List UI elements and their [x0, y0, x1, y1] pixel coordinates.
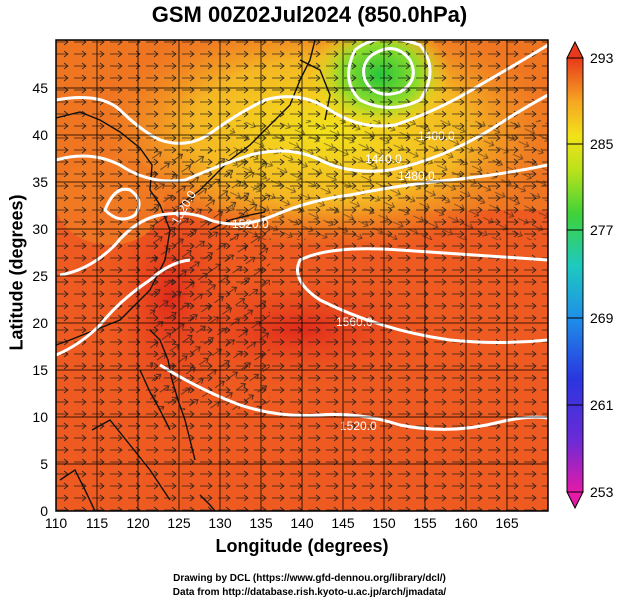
- y-axis: 0 5 10 15 20 25 30 35 40 45: [32, 80, 48, 519]
- y-tick-label: 35: [32, 174, 48, 190]
- contour-label: 1440.0: [365, 152, 402, 166]
- map-title: GSM 00Z02Jul2024 (850.0hPa): [151, 2, 468, 27]
- y-tick-label: 0: [40, 503, 48, 519]
- y-tick-label: 40: [32, 127, 48, 143]
- x-axis-title: Longitude (degrees): [215, 536, 389, 556]
- grid-lines: [56, 40, 548, 511]
- x-tick-label: 115: [86, 515, 109, 531]
- x-tick-label: 130: [208, 515, 232, 531]
- x-tick-label: 160: [454, 515, 478, 531]
- x-tick-label: 110: [45, 515, 68, 531]
- x-tick-label: 145: [331, 515, 355, 531]
- plot-frame: [55, 39, 549, 512]
- y-tick-label: 10: [32, 409, 48, 425]
- contour-label: 1520.0: [232, 217, 269, 231]
- y-tick-label: 45: [32, 80, 48, 96]
- y-tick-label: 25: [32, 268, 48, 284]
- credit-data-source: Data from http://database.rish.kyoto-u.a…: [172, 587, 447, 598]
- colorbar-label: 277: [590, 222, 614, 238]
- contour-label: 1520.0: [340, 419, 377, 433]
- colorbar-label: 269: [590, 310, 614, 326]
- y-tick-label: 20: [32, 315, 48, 331]
- contour-label: 1560.0: [336, 315, 373, 329]
- height-contours: [56, 40, 548, 431]
- y-tick-label: 5: [40, 456, 48, 472]
- x-tick-label: 120: [126, 515, 150, 531]
- y-axis-title: Latitude (degrees): [6, 194, 27, 351]
- credit-drawing: Drawing by DCL (https://www.gfd-dennou.o…: [173, 573, 446, 584]
- contour-label: 1480.0: [398, 169, 435, 183]
- x-tick-label: 135: [249, 515, 273, 531]
- x-tick-label: 150: [372, 515, 396, 531]
- colorbar-label: 261: [590, 397, 614, 413]
- colorbar-label: 285: [590, 136, 614, 152]
- colorbar-label: 253: [590, 484, 614, 500]
- colorbar-min-arrow: [566, 491, 584, 510]
- contour-label: 1400.0: [418, 129, 455, 143]
- colorbar-label: 293: [590, 50, 614, 66]
- x-tick-label: 125: [167, 515, 191, 531]
- temperature-field: [56, 40, 548, 511]
- x-tick-label: 165: [495, 515, 519, 531]
- x-tick-label: 155: [413, 515, 437, 531]
- y-tick-label: 30: [32, 221, 48, 237]
- colorbar-max-arrow: [566, 40, 584, 59]
- colorbar: 293 285 277 269 261 253: [566, 40, 614, 510]
- x-tick-label: 140: [290, 515, 314, 531]
- colorbar-scale: [566, 57, 584, 493]
- x-axis: 110 115 120 125 130 135 140 145 150 155 …: [45, 515, 519, 531]
- y-tick-label: 15: [32, 362, 48, 378]
